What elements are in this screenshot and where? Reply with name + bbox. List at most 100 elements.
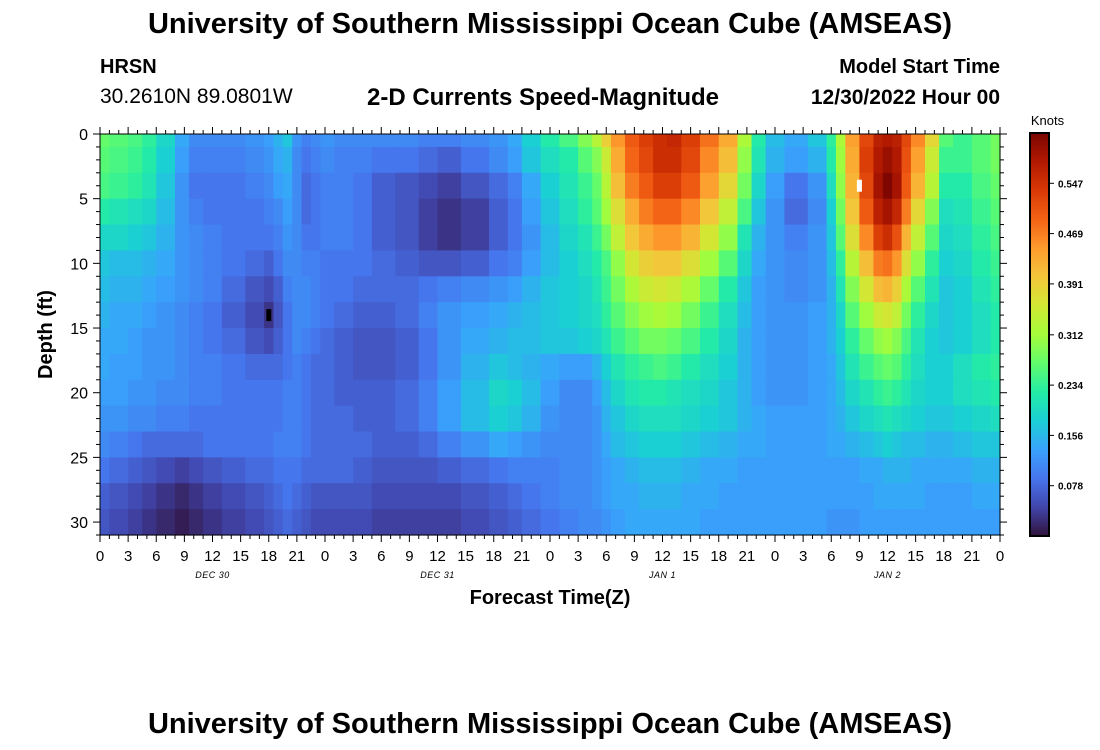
heatmap-cell: [156, 172, 176, 200]
heatmap-cell: [807, 328, 828, 355]
heatmap-cell: [156, 353, 176, 381]
heatmap-cell: [784, 528, 809, 536]
heatmap-cell: [639, 457, 654, 484]
heatmap-cell: [939, 483, 954, 510]
heatmap-cell: [953, 146, 973, 174]
heatmap-cell: [653, 198, 668, 226]
heatmap-cell: [301, 146, 312, 174]
heatmap-cell: [859, 250, 875, 277]
heatmap-cell: [371, 431, 396, 458]
heatmap-cell: [892, 172, 903, 200]
heatmap-cell: [845, 509, 860, 530]
heatmap-cell: [845, 276, 860, 303]
heatmap-cell: [882, 172, 893, 200]
heatmap-cell: [700, 146, 720, 174]
heatmap-cell: [835, 431, 846, 458]
heatmap-cell: [334, 172, 354, 200]
heatmap-cell: [751, 276, 767, 303]
heatmap-cell: [971, 276, 992, 303]
heatmap-cell: [700, 224, 720, 252]
heatmap-cell: [301, 328, 312, 355]
heatmap-cell: [807, 172, 828, 200]
heatmap-cell: [245, 250, 265, 277]
heatmap-cell: [521, 483, 542, 510]
heatmap-cell: [700, 276, 720, 303]
heatmap-cell: [625, 172, 640, 200]
x-tick-label: 12: [879, 548, 896, 565]
heatmap-cell: [700, 302, 720, 329]
heatmap-cell: [826, 328, 837, 355]
heatmap-cell: [901, 134, 912, 148]
heatmap-cell: [100, 146, 110, 174]
heatmap-cell: [521, 224, 542, 252]
heatmap-cell: [971, 528, 992, 536]
heatmap-cell: [625, 302, 640, 329]
heatmap-cell: [437, 483, 462, 510]
heatmap-cell: [784, 483, 809, 510]
heatmap-cell: [835, 250, 846, 277]
heatmap-cell: [320, 146, 335, 174]
heatmap-cell: [601, 431, 612, 458]
heatmap-cell: [826, 198, 837, 226]
heatmap-cell: [203, 224, 223, 252]
heatmap-cell: [718, 509, 739, 530]
heatmap-cell: [418, 353, 439, 381]
heatmap-cell: [100, 198, 110, 226]
heatmap-cell: [751, 379, 767, 407]
heatmap-cell: [953, 379, 973, 407]
heatmap-cell: [395, 528, 420, 536]
heatmap-cell: [203, 528, 223, 536]
heatmap-cell: [156, 276, 176, 303]
heatmap-cell: [751, 224, 767, 252]
heatmap-cell: [282, 483, 293, 510]
x-tick-label: 15: [907, 548, 924, 565]
heatmap-cell: [334, 483, 354, 510]
heatmap-cell: [653, 276, 668, 303]
heatmap-cell: [203, 134, 223, 148]
heatmap-cell: [681, 250, 701, 277]
heatmap-cell: [489, 431, 509, 458]
heatmap-cell: [203, 431, 223, 458]
heatmap-cell: [718, 134, 739, 148]
heatmap-cell: [142, 483, 157, 510]
heatmap-cell: [667, 528, 682, 536]
heatmap-cell: [460, 224, 490, 252]
heatmap-cell: [320, 379, 335, 407]
colorbar: [1029, 132, 1050, 537]
heatmap-cell: [521, 198, 542, 226]
heatmap-cell: [910, 134, 926, 148]
heatmap-cell: [418, 276, 439, 303]
heatmap-cell: [100, 457, 110, 484]
heatmap-cell: [653, 250, 668, 277]
heatmap-cell: [371, 172, 396, 200]
heatmap-cell: [765, 250, 785, 277]
heatmap-cell: [282, 528, 293, 536]
heatmap-cell: [751, 457, 767, 484]
x-tick-label: 9: [180, 548, 188, 565]
heatmap-cell: [925, 509, 940, 530]
heatmap-cell: [667, 431, 682, 458]
heatmap-cell: [203, 198, 223, 226]
heatmap-cell: [460, 276, 490, 303]
heatmap-cell: [845, 172, 860, 200]
heatmap-cell: [395, 431, 420, 458]
heatmap-cell: [301, 224, 312, 252]
heatmap-cell: [418, 134, 439, 148]
heatmap-cell: [142, 134, 157, 148]
heatmap-cell: [765, 328, 785, 355]
x-tick-label: 15: [682, 548, 699, 565]
heatmap-cell: [559, 172, 579, 200]
heatmap-cell: [667, 509, 682, 530]
heatmap-cell: [301, 276, 312, 303]
heatmap-cell: [971, 353, 992, 381]
heatmap-cell: [859, 431, 875, 458]
heatmap-cell: [610, 198, 626, 226]
heatmap-cell: [109, 276, 129, 303]
heatmap-cell: [653, 172, 668, 200]
heatmap-cell: [540, 509, 560, 530]
heatmap-cell: [245, 353, 265, 381]
heatmap-cell: [592, 302, 603, 329]
heatmap-cell: [826, 134, 837, 148]
heatmap-cell: [353, 379, 373, 407]
x-tick-label: 9: [630, 548, 638, 565]
